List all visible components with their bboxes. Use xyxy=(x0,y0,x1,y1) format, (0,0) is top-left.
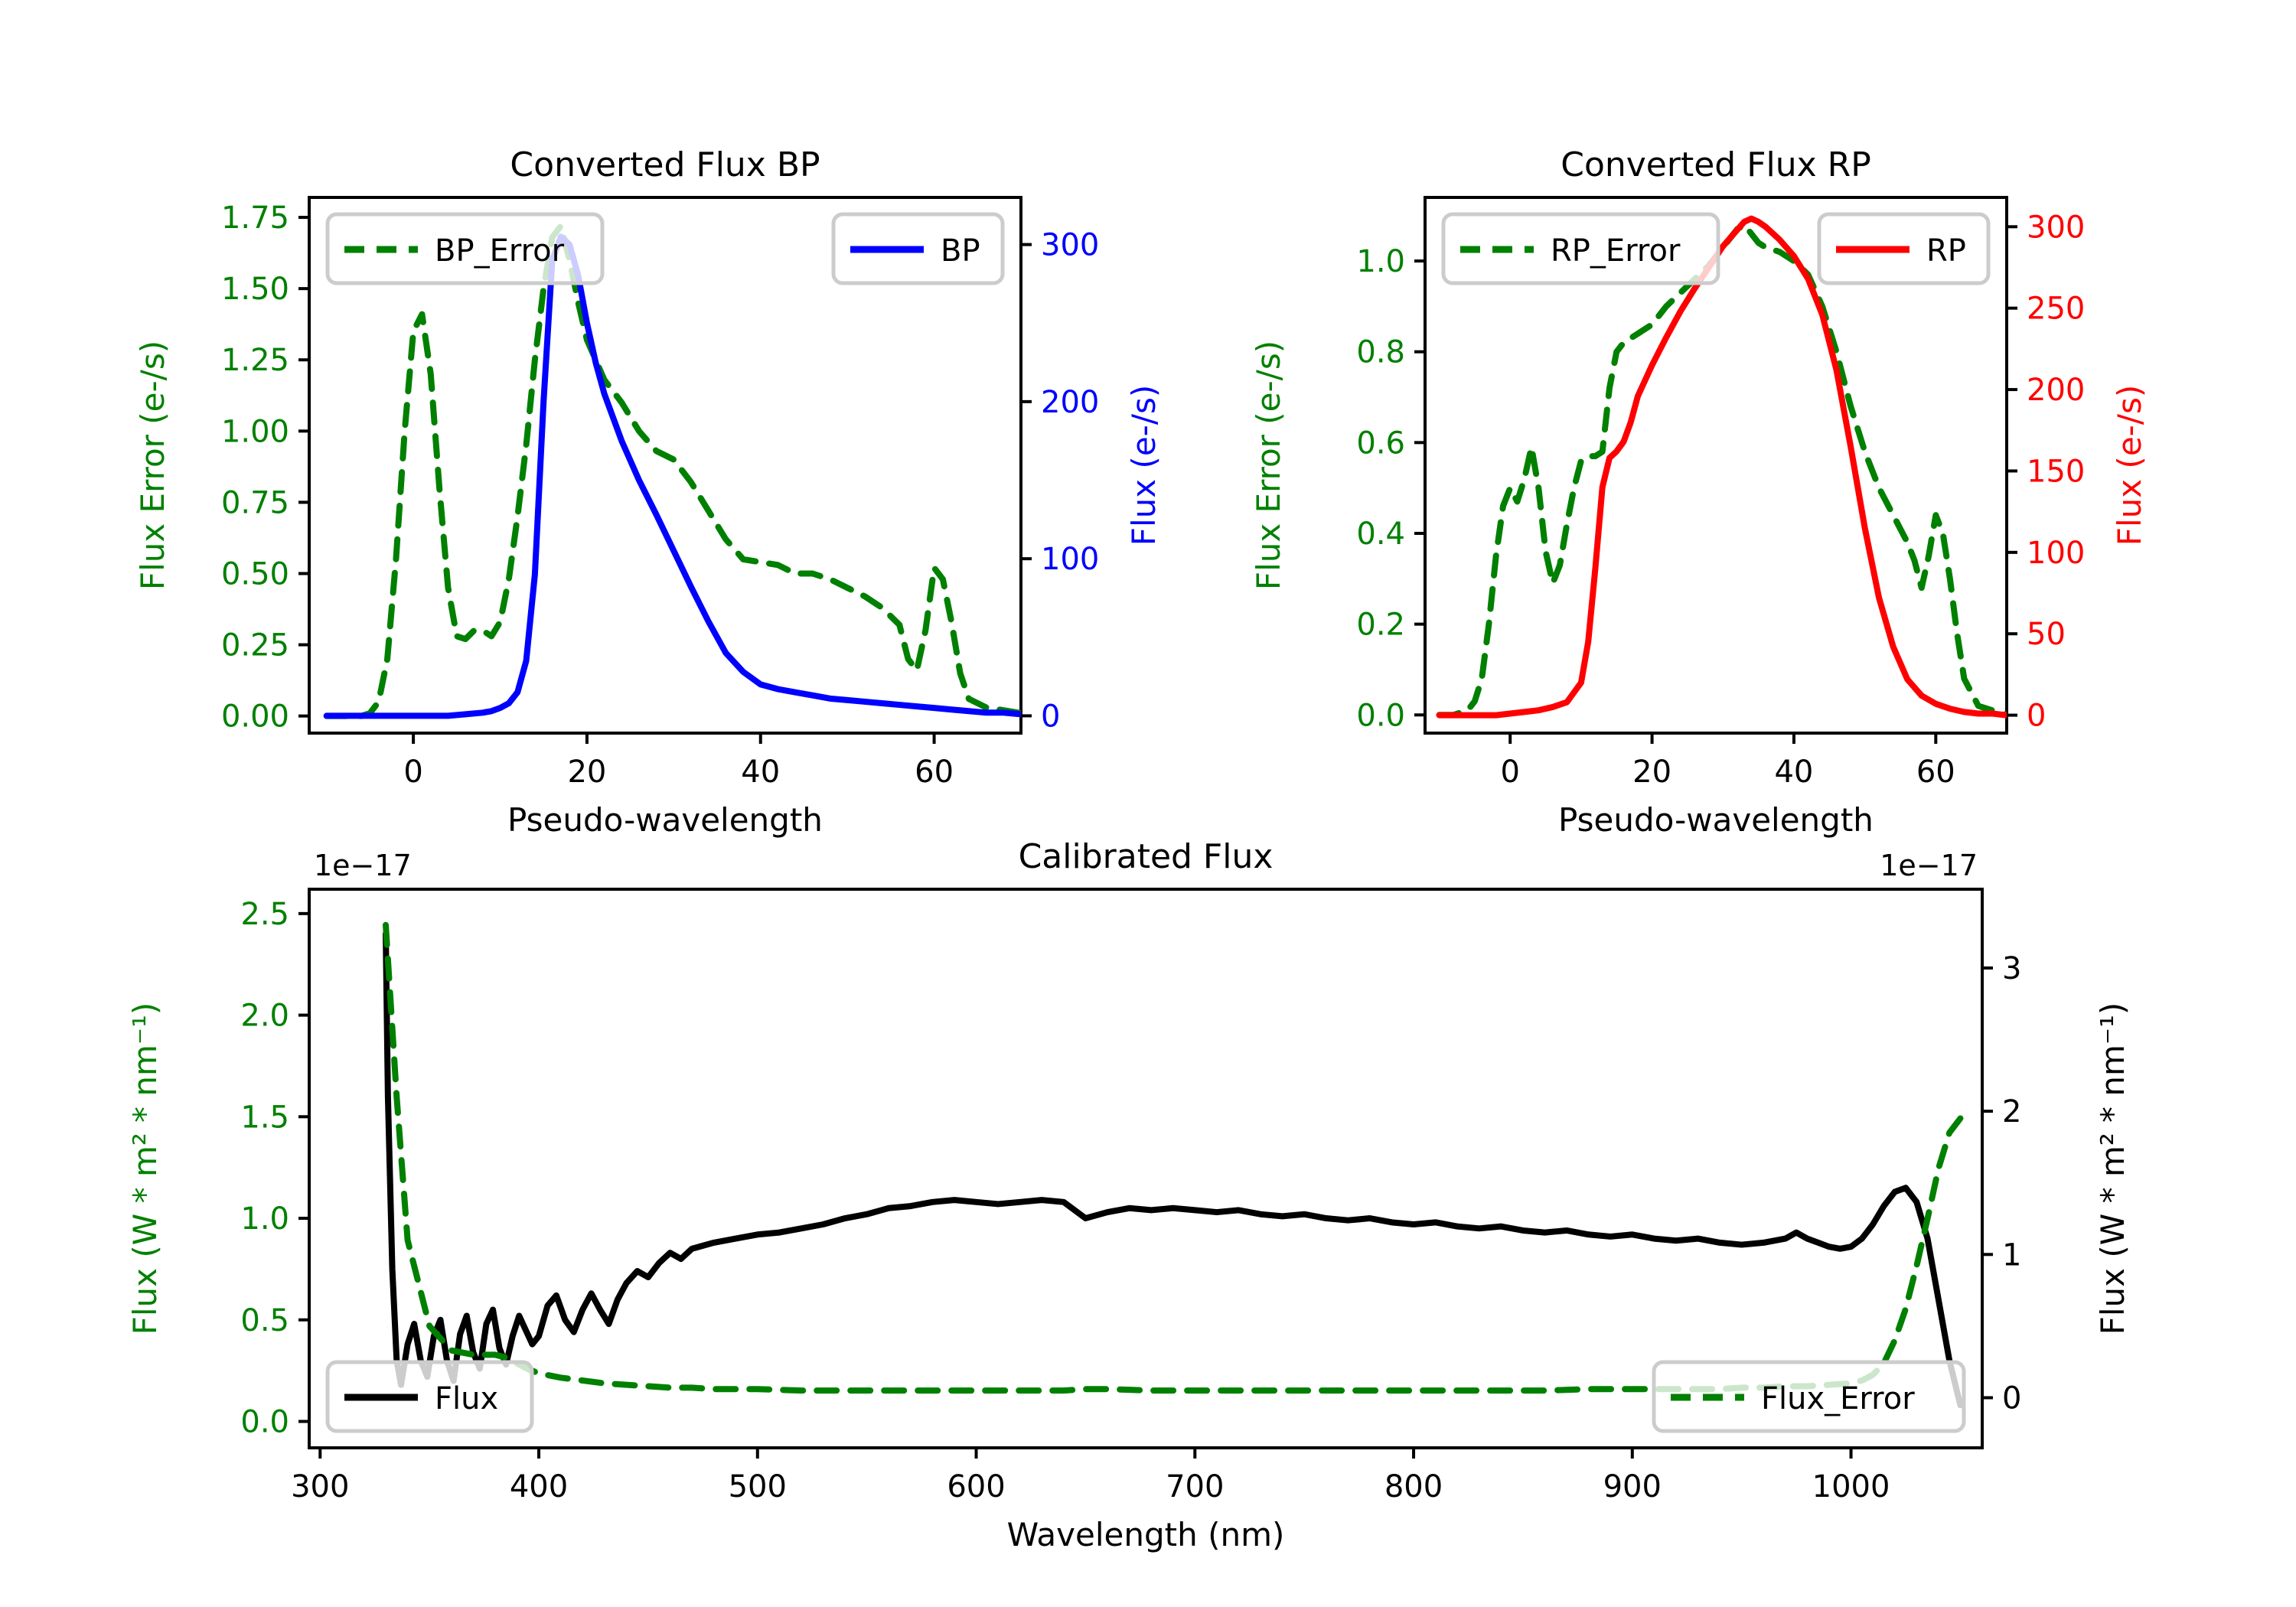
series-line-rp xyxy=(1436,215,2007,719)
ytick-label-left: 1.75 xyxy=(221,200,289,236)
ytick-label-left: 0.6 xyxy=(1356,425,1405,461)
ytick-label-left: 0.75 xyxy=(221,485,289,520)
ytick-label-left: 1.25 xyxy=(221,343,289,378)
chart-title-converted-flux-rp: Converted Flux RP xyxy=(1561,145,1871,184)
yaxis-label-right: Flux (W * m² * nm⁻¹) xyxy=(2094,1002,2131,1335)
yaxis-label-left: Flux Error (e-/s) xyxy=(134,341,171,590)
legend-box xyxy=(325,1360,534,1433)
legend-label-flux: Flux xyxy=(435,1381,498,1416)
ytick-label-right: 200 xyxy=(1041,385,1099,420)
ytick-label-right: 100 xyxy=(1041,542,1099,577)
series-line-flux xyxy=(383,931,1964,1409)
ytick-label-right: 0 xyxy=(1041,699,1060,734)
yaxis-label-right: Flux (e-/s) xyxy=(1125,385,1163,546)
legend-rp[interactable]: RP xyxy=(1817,212,1991,285)
ytick-label-left: 0.5 xyxy=(240,1303,289,1338)
series-line-bp_error xyxy=(323,223,1021,719)
ytick-label-left: 0.50 xyxy=(221,556,289,592)
ytick-label-left: 1.50 xyxy=(221,272,289,307)
chart-title-converted-flux-bp: Converted Flux BP xyxy=(510,145,820,184)
chart-converted-flux-bp: Converted Flux BP 0 20 40 60 Pseudo-wavelengt… xyxy=(134,145,1163,839)
ytick-label-right: 0 xyxy=(2002,1380,2021,1416)
xtick-label: 40 xyxy=(741,755,780,790)
xtick-label: 800 xyxy=(1384,1469,1443,1504)
xtick-label: 40 xyxy=(1774,755,1813,790)
ytick-label-left: 2.5 xyxy=(240,897,289,932)
xaxis-label: Pseudo-wavelength xyxy=(507,801,823,839)
ytick-label-left: 0.00 xyxy=(221,699,289,735)
ytick-label-left: 2.0 xyxy=(240,999,289,1034)
legend-box xyxy=(1652,1360,1966,1433)
legend-bp[interactable]: BP xyxy=(831,212,1005,285)
offset-text-right: 1e−17 xyxy=(1880,849,1978,882)
xtick-label: 600 xyxy=(947,1469,1005,1504)
xtick-label: 700 xyxy=(1166,1469,1224,1504)
ytick-label-right: 100 xyxy=(2027,536,2085,571)
chart-converted-flux-rp: Converted Flux RP 0 20 40 60 Pseudo-wavelengt… xyxy=(1250,145,2148,839)
series-line-rp_error xyxy=(1436,221,2007,719)
yaxis-label-right: Flux (e-/s) xyxy=(2111,385,2148,546)
xtick-label: 20 xyxy=(567,755,606,790)
xtick-label: 300 xyxy=(291,1469,349,1504)
ytick-label-left: 1.00 xyxy=(221,414,289,449)
xtick-label: 60 xyxy=(915,755,954,790)
xtick-label: 900 xyxy=(1603,1469,1662,1504)
ytick-label-right: 3 xyxy=(2002,951,2021,986)
series-line-bp xyxy=(323,233,1021,719)
chart-title-calibrated-flux: Calibrated Flux xyxy=(1019,837,1274,876)
axes-frame xyxy=(308,888,1984,1449)
yaxis-label-left: Flux (W * m² * nm⁻¹) xyxy=(126,1002,164,1335)
series-line-flux_error xyxy=(383,921,1964,1394)
data-group xyxy=(323,223,1021,719)
ytick-label-right: 300 xyxy=(1041,228,1099,263)
ytick-label-right: 250 xyxy=(2027,292,2085,327)
legend-label-rp_error: RP_Error xyxy=(1551,233,1681,269)
chart-calibrated-flux: Calibrated Flux 1e−17 1e−17 300 400 500 600 700… xyxy=(126,837,2131,1553)
data-group xyxy=(383,921,1964,1409)
ytick-label-left: 0.0 xyxy=(240,1404,289,1439)
legend-box xyxy=(325,212,605,285)
legend-label-bp: BP xyxy=(941,233,980,269)
ytick-label-right: 1 xyxy=(2002,1237,2021,1273)
xaxis-label: Wavelength (nm) xyxy=(1007,1516,1285,1553)
xtick-label: 20 xyxy=(1632,755,1671,790)
ytick-label-left: 0.4 xyxy=(1356,517,1405,552)
ytick-label-left: 0.25 xyxy=(221,628,289,663)
xaxis-label: Pseudo-wavelength xyxy=(1558,801,1874,839)
xtick-label: 0 xyxy=(1500,755,1519,790)
ytick-label-right: 0 xyxy=(2027,699,2046,734)
ytick-label-left: 1.0 xyxy=(1356,244,1405,279)
xtick-label: 400 xyxy=(510,1469,568,1504)
legend-bp_error[interactable]: BP_Error xyxy=(325,212,605,285)
ytick-label-right: 150 xyxy=(2027,454,2085,489)
ytick-label-left: 0.0 xyxy=(1356,698,1405,733)
legend-box xyxy=(1441,212,1720,285)
axes-frame xyxy=(308,196,1022,735)
legend-flux[interactable]: Flux xyxy=(325,1360,534,1433)
xtick-label: 60 xyxy=(1916,755,1955,790)
ytick-label-left: 1.0 xyxy=(240,1201,289,1237)
ytick-label-right: 300 xyxy=(2027,210,2085,245)
ytick-label-left: 0.8 xyxy=(1356,335,1405,370)
ytick-label-left: 1.5 xyxy=(240,1100,289,1135)
legend-label-flux_error: Flux_Error xyxy=(1761,1381,1915,1416)
legend-flux_error[interactable]: Flux_Error xyxy=(1652,1360,1966,1433)
data-group xyxy=(1436,215,2007,719)
xtick-label: 500 xyxy=(729,1469,787,1504)
ytick-label-right: 200 xyxy=(2027,373,2085,408)
xtick-label: 0 xyxy=(403,755,422,790)
legend-rp_error[interactable]: RP_Error xyxy=(1441,212,1720,285)
yaxis-label-left: Flux Error (e-/s) xyxy=(1250,341,1287,590)
axes-frame xyxy=(1424,196,2008,735)
xtick-label: 1000 xyxy=(1812,1469,1890,1504)
offset-text-left: 1e−17 xyxy=(314,849,412,882)
legend-label-rp: RP xyxy=(1926,233,1966,269)
ytick-label-right: 2 xyxy=(2002,1094,2021,1129)
legend-label-bp_error: BP_Error xyxy=(435,233,565,269)
ytick-label-right: 50 xyxy=(2027,617,2066,652)
ytick-label-left: 0.2 xyxy=(1356,608,1405,643)
